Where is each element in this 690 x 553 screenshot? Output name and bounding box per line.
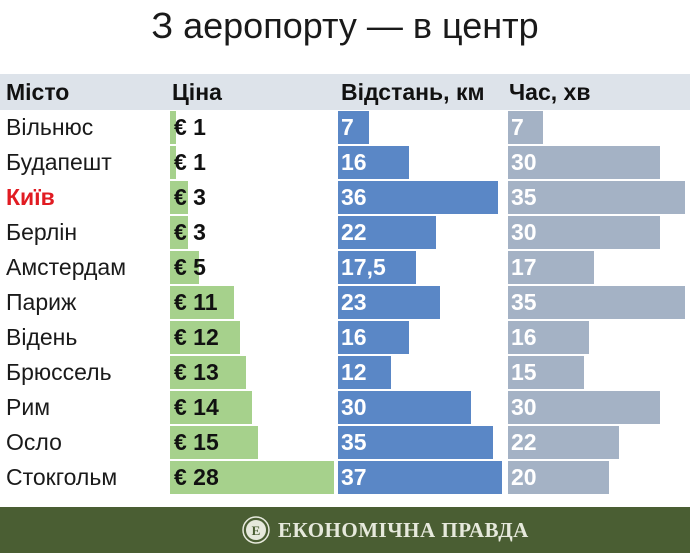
price-bar [170,321,241,354]
distance-value: 16 [341,149,367,175]
brand-logo: Е ЕКОНОМІЧНА ПРАВДА [242,515,529,545]
distance-value: 17,5 [341,254,386,280]
distance-bar [338,391,471,424]
column-header-city: Місто [6,79,70,105]
price-bar [170,286,235,319]
time-value: 35 [511,289,537,315]
time-bar [508,216,660,249]
time-bar [508,321,589,354]
price-value: € 12 [174,324,219,350]
distance-value: 37 [341,464,367,490]
city-label: Стокгольм [6,464,118,490]
time-bar [508,391,660,424]
distance-value: 7 [341,114,354,140]
distance-bar [338,181,498,214]
price-value: € 1 [174,149,206,175]
distance-bar [338,111,370,144]
time-value: 7 [511,114,524,140]
price-value: € 3 [174,184,206,210]
price-bar [170,461,334,494]
column-header-time: Час, хв [509,79,591,105]
footer-bar: Е ЕКОНОМІЧНА ПРАВДА [0,507,690,553]
table-row: Вільнюс € 1 7 7 [0,110,690,145]
price-value: € 11 [174,289,218,315]
time-value: 30 [511,219,537,245]
table-row: Стокгольм € 28 37 20 [0,460,690,495]
price-bar [170,111,176,144]
city-label: Осло [6,429,62,455]
price-bar [170,216,188,249]
distance-value: 36 [341,184,367,210]
price-value: € 5 [174,254,206,280]
price-value: € 13 [174,359,219,385]
price-bar [170,356,247,389]
time-value: 20 [511,464,537,490]
distance-value: 22 [341,219,367,245]
distance-value: 16 [341,324,367,350]
time-bar [508,286,685,319]
table-row: Київ € 3 36 35 [0,180,690,215]
time-value: 16 [511,324,537,350]
city-label: Париж [6,289,77,315]
city-label: Вільнюс [6,114,94,140]
time-bar [508,251,594,284]
time-bar [508,356,584,389]
table-row: Будапешт € 1 16 30 [0,145,690,180]
time-bar [508,426,620,459]
time-value: 30 [511,149,537,175]
chart-title: З аеропорту — в центр [151,5,539,46]
distance-bar [338,146,409,179]
time-value: 22 [511,429,537,455]
table-row: Осло € 15 35 22 [0,425,690,460]
time-value: 35 [511,184,537,210]
time-bar [508,111,544,144]
brand-name: ЕКОНОМІЧНА ПРАВДА [278,517,529,542]
economic-pravda-logo-icon: Е [242,516,270,544]
table-row: Рим € 14 30 30 [0,390,690,425]
table-row: Париж € 11 23 35 [0,285,690,320]
time-bar [508,181,685,214]
price-value: € 3 [174,219,206,245]
distance-bar [338,426,494,459]
time-bar [508,146,660,179]
price-value: € 14 [174,394,219,420]
time-value: 17 [511,254,537,280]
distance-value: 12 [341,359,367,385]
city-label: Брюссель [6,359,112,385]
distance-value: 35 [341,429,367,455]
price-value: € 1 [174,114,206,140]
price-bar [170,146,176,179]
time-bar [508,461,610,494]
distance-bar [338,286,440,319]
column-header-price: Ціна [172,79,222,105]
city-label: Рим [6,394,51,420]
distance-value: 23 [341,289,367,315]
city-label: Київ [6,184,55,210]
price-value: € 28 [174,464,219,490]
city-label: Відень [6,324,78,350]
table-row: Відень € 12 16 16 [0,320,690,355]
distance-bar [338,251,416,284]
distance-value: 30 [341,394,367,420]
svg-text:Е: Е [252,523,261,538]
time-value: 30 [511,394,537,420]
table-row: Берлін € 3 22 30 [0,215,690,250]
column-header-distance: Відстань, км [341,79,485,105]
price-bar [170,181,188,214]
price-bar [170,426,258,459]
distance-bar [338,356,392,389]
distance-bar [338,216,436,249]
distance-bar [338,461,502,494]
table-header: Місто Ціна Відстань, км Час, хв [0,74,690,110]
city-label: Амстердам [6,254,127,280]
city-label: Берлін [6,219,78,245]
price-bar [170,391,252,424]
distance-bar [338,321,409,354]
table-row: Амстердам € 5 17,5 17 [0,250,690,285]
price-value: € 15 [174,429,219,455]
time-value: 15 [511,359,537,385]
city-label: Будапешт [6,149,112,175]
price-bar [170,251,200,284]
table-row: Брюссель € 13 12 15 [0,355,690,390]
